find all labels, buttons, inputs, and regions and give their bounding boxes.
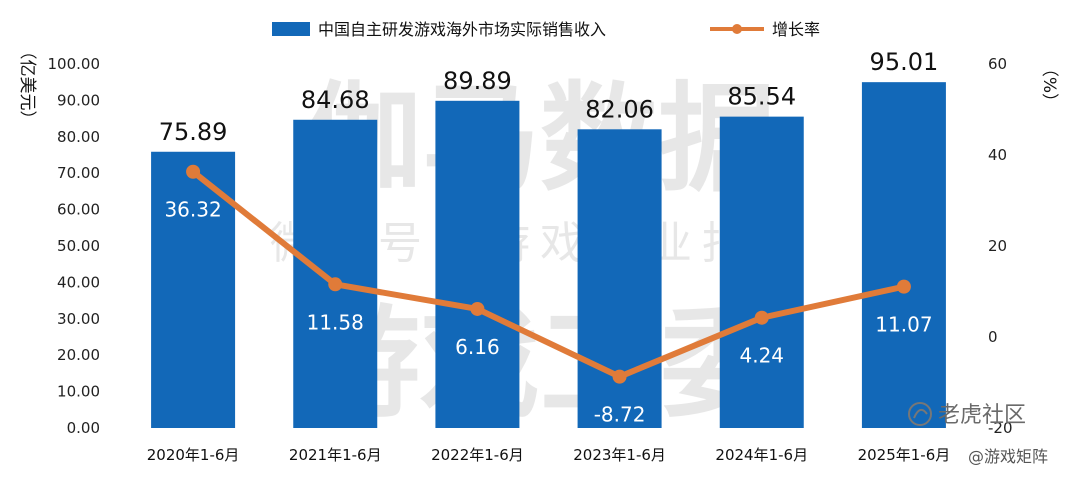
watermark-bottom: 游戏工委 [300,295,780,434]
growth-value-label: -8.72 [594,403,646,427]
corner-logo-stroke [913,408,928,419]
right-axis-ticks: -20 0 20 40 60 [988,55,1013,437]
bar-value-label: 89.89 [443,67,512,95]
category-label: 2021年1-6月 [289,446,382,464]
growth-value-label: 11.58 [307,310,364,334]
growth-point [470,301,485,316]
left-tick-label: 70.00 [57,164,100,182]
growth-point [754,310,769,325]
corner-logo-icon [908,402,932,426]
growth-point [186,164,201,179]
corner-watermark-top: 老虎社区 [938,403,1026,428]
right-axis-unit: （%） [1039,60,1059,110]
growth-point [328,277,343,292]
legend-line-marker [732,24,742,34]
legend: 中国自主研发游戏海外市场实际销售收入 增长率 [272,20,820,39]
left-axis-unit-text: （亿美元） [17,43,37,128]
watermark-layer: 伽马数据 微信号：游戏产业报告 游戏工委 [270,70,800,434]
bar [293,119,378,428]
right-tick-label: 0 [988,328,998,346]
category-labels: 2020年1-6月 2021年1-6月 2022年1-6月 2023年1-6月 2024… [147,446,951,464]
left-axis-ticks: 0.00 10.00 20.00 30.00 40.00 50.00 60.00 70.00 8… [48,55,101,437]
left-tick-label: 20.00 [57,346,100,364]
legend-bar-label: 中国自主研发游戏海外市场实际销售收入 [318,20,606,39]
bar-value-label: 85.54 [727,83,796,111]
growth-point [612,369,627,384]
right-tick-label: -20 [988,419,1013,437]
bar-value-label: 75.89 [159,118,228,146]
bar [151,151,236,428]
left-tick-label: 80.00 [57,128,100,146]
category-label: 2025年1-6月 [858,446,951,464]
category-label: 2024年1-6月 [715,446,808,464]
left-axis-unit: （亿美元） [17,43,37,128]
left-tick-label: 60.00 [57,201,100,219]
bar [719,116,804,428]
left-tick-label: 0.00 [67,419,100,437]
growth-line-series [186,164,911,384]
right-tick-label: 60 [988,55,1007,73]
left-tick-label: 100.00 [48,55,101,73]
bar-series [151,82,946,428]
bar-value-label: 84.68 [301,86,370,114]
bar-value-labels: 75.89 84.68 89.89 82.06 85.54 95.01 [159,48,939,146]
left-tick-label: 10.00 [57,383,100,401]
corner-watermark: 老虎社区 @游戏矩阵 [908,402,1048,466]
growth-value-labels: 36.32 11.58 6.16 -8.72 4.24 11.07 [164,198,932,427]
category-label: 2022年1-6月 [431,446,524,464]
bar [435,100,520,428]
legend-bar-swatch [272,22,310,36]
right-tick-label: 20 [988,237,1007,255]
growth-value-label: 11.07 [875,313,932,337]
bar-value-label: 95.01 [870,48,939,76]
corner-watermark-bottom: @游戏矩阵 [968,447,1048,466]
watermark-big: 伽马数据 [304,70,776,208]
right-axis-unit-text: （%） [1039,60,1059,110]
growth-point [896,279,911,294]
right-tick-label: 40 [988,146,1007,164]
growth-value-label: 6.16 [455,335,500,359]
legend-line-label: 增长率 [772,20,820,39]
category-label: 2023年1-6月 [573,446,666,464]
category-label: 2020年1-6月 [147,446,240,464]
bar [861,82,946,428]
growth-line [191,169,905,380]
bar-value-label: 82.06 [585,95,654,123]
growth-value-label: 36.32 [164,198,221,222]
left-tick-label: 90.00 [57,91,100,109]
growth-value-label: 4.24 [739,344,784,368]
left-tick-label: 30.00 [57,310,100,328]
left-tick-label: 40.00 [57,273,100,291]
left-tick-label: 50.00 [57,237,100,255]
